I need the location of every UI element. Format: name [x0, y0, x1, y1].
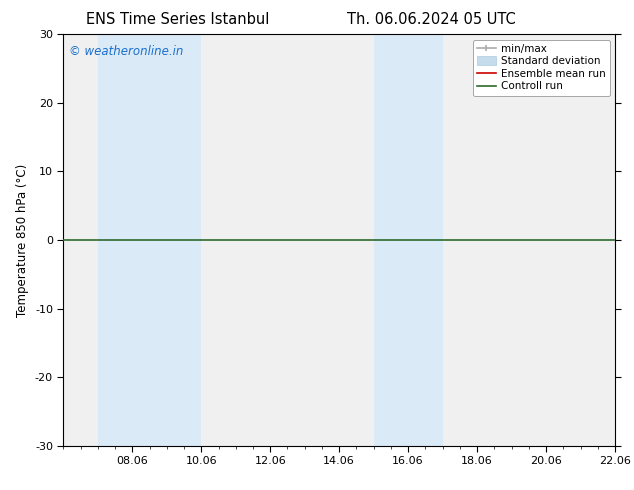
Bar [373, 34, 443, 446]
Text: Th. 06.06.2024 05 UTC: Th. 06.06.2024 05 UTC [347, 12, 515, 27]
Text: © weatheronline.in: © weatheronline.in [69, 45, 183, 58]
Legend: min/max, Standard deviation, Ensemble mean run, Controll run: min/max, Standard deviation, Ensemble me… [473, 40, 610, 96]
Text: ENS Time Series Istanbul: ENS Time Series Istanbul [86, 12, 269, 27]
Bar [98, 34, 202, 446]
Y-axis label: Temperature 850 hPa (°C): Temperature 850 hPa (°C) [16, 164, 29, 317]
